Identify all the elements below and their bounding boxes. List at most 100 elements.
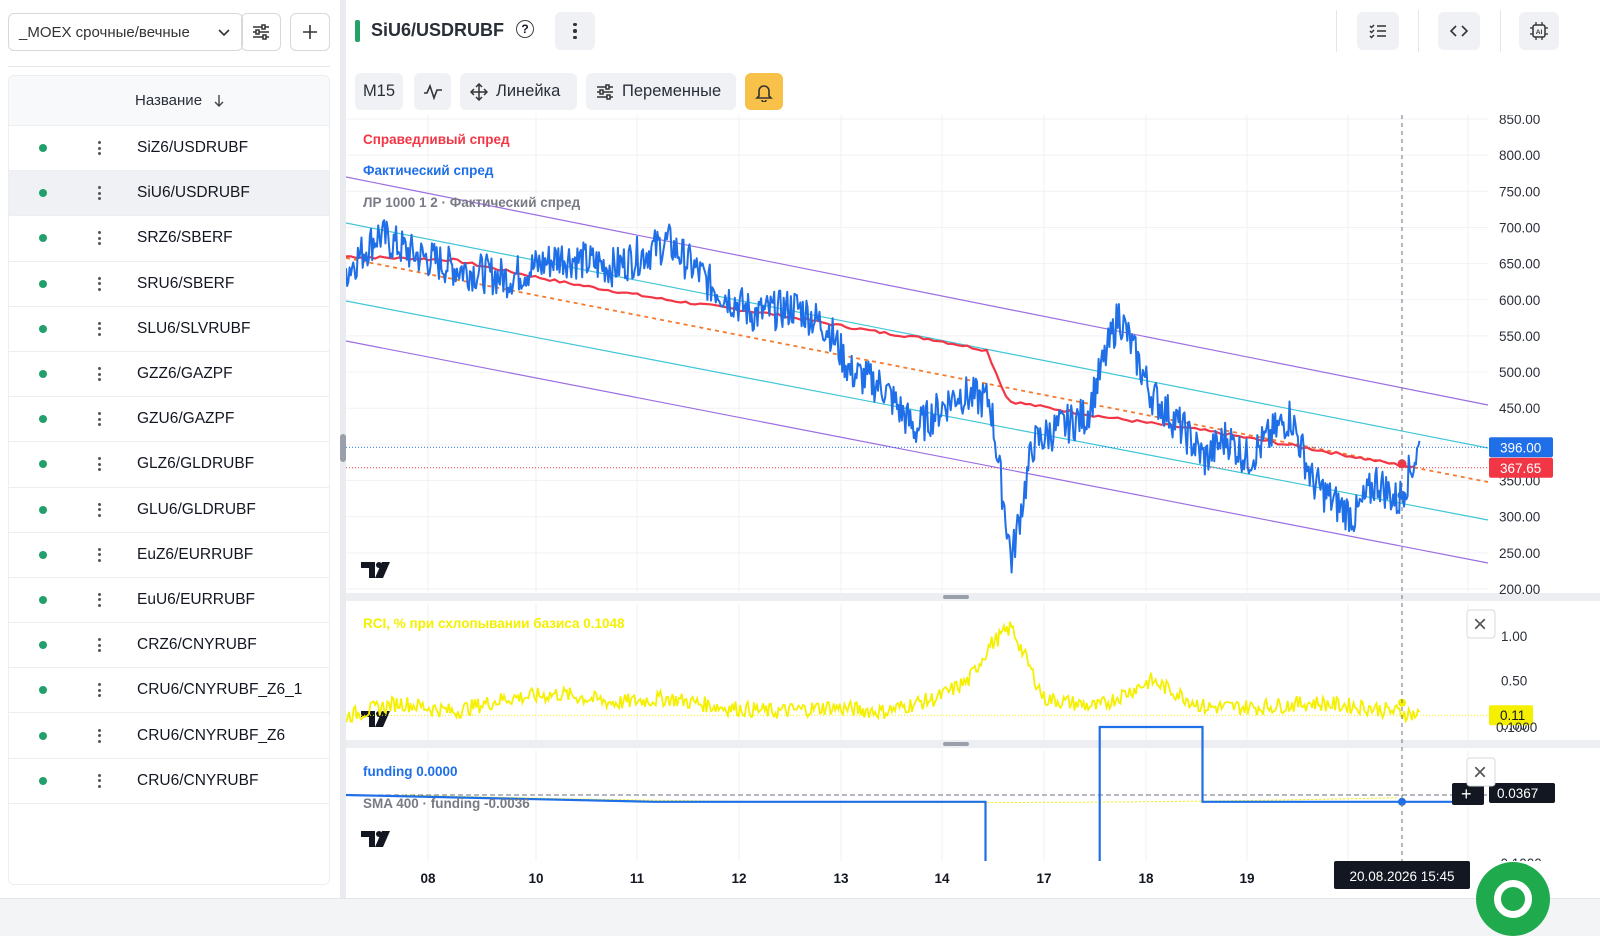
fair-price-label-bg <box>1489 457 1553 478</box>
status-dot <box>39 641 47 650</box>
symbol-name: SLU6/SLVRUBF <box>137 319 251 337</box>
row-menu-icon[interactable] <box>95 186 103 201</box>
legend-funding-sma: SMA 400 · funding -0.0036 <box>363 796 530 811</box>
watchlist-row[interactable]: SiU6/USDRUBF <box>9 171 329 217</box>
row-menu-icon[interactable] <box>95 412 103 427</box>
indicators-button[interactable] <box>414 73 451 110</box>
tradingview-logo[interactable] <box>361 562 390 578</box>
divider <box>8 66 330 67</box>
sliders-icon <box>597 83 613 100</box>
price-axis[interactable]: 850.00 800.00 750.00 700.00 650.00 600.00 550.… <box>1499 115 1540 597</box>
watchlist-row[interactable]: CRU6/CNYRUBF_Z6 <box>9 713 329 759</box>
interval-button[interactable]: M15 <box>355 73 403 110</box>
row-menu-icon[interactable] <box>95 683 103 698</box>
pane-separator[interactable] <box>346 593 1600 601</box>
row-menu-icon[interactable] <box>95 367 103 382</box>
symbol-name: EuZ6/EURRUBF <box>137 545 254 563</box>
pane-resize-handle[interactable] <box>943 595 969 599</box>
watchlist-selector[interactable]: _MOEX срочные/вечные <box>8 13 243 51</box>
symbol-name: CRU6/CNYRUBF <box>137 771 259 789</box>
watchlist-row[interactable]: EuU6/EURRUBF <box>9 578 329 624</box>
crosshair-plus-button[interactable] <box>1452 783 1484 805</box>
pane-separator[interactable] <box>346 740 1600 748</box>
watchlist-row[interactable]: GLU6/GLDRUBF <box>9 488 329 533</box>
watchlist-row[interactable]: SiZ6/USDRUBF <box>9 126 329 172</box>
rci-value-label: 0.11 <box>1500 708 1525 723</box>
actual-spread-marker <box>1397 490 1407 500</box>
row-menu-icon[interactable] <box>95 773 103 788</box>
fair-spread-marker <box>1397 459 1407 469</box>
time-axis-label: 13 <box>833 871 849 886</box>
symbol-title[interactable]: SiU6/USDRUBF <box>371 20 505 40</box>
status-dot <box>39 234 47 243</box>
add-symbol-button[interactable] <box>290 13 330 51</box>
price-axis-label: 200.00 <box>1499 582 1540 597</box>
tradingview-logo[interactable] <box>361 831 390 847</box>
sort-arrow-down-icon[interactable] <box>212 94 226 108</box>
price-axis-label: 800.00 <box>1499 148 1540 163</box>
funding-marker <box>1398 797 1406 806</box>
pane-resize-handle[interactable] <box>943 742 969 746</box>
price-axis-label: 500.00 <box>1499 365 1540 380</box>
status-dot <box>39 505 47 514</box>
watchlist-row[interactable]: CRZ6/CNYRUBF <box>9 623 329 669</box>
ai-button[interactable]: AI <box>1519 12 1559 50</box>
row-menu-icon[interactable] <box>95 502 103 517</box>
row-menu-icon[interactable] <box>95 728 103 743</box>
watchlist-settings-button[interactable] <box>241 13 281 51</box>
time-axis-label: 18 <box>1138 871 1154 886</box>
watchlist-row[interactable]: CRU6/CNYRUBF_Z6_1 <box>9 668 329 714</box>
row-menu-icon[interactable] <box>95 457 103 472</box>
rci-close-button[interactable] <box>1466 609 1496 639</box>
price-axis-label: 600.00 <box>1499 293 1540 308</box>
chevron-down-icon <box>218 29 230 37</box>
chart-header: SiU6/USDRUBF ? AI M15 Линейка Переменные <box>346 0 1600 120</box>
watchlist-row[interactable]: SRZ6/SBERF <box>9 216 329 262</box>
watchlist-row[interactable]: CRU6/CNYRUBF <box>9 759 329 804</box>
funding-axis-label: 0.1000 <box>1496 720 1537 735</box>
row-menu-icon[interactable] <box>95 547 103 562</box>
splitter-grip[interactable] <box>340 434 346 462</box>
code-icon <box>1450 25 1468 37</box>
help-icon[interactable]: ? <box>516 20 534 38</box>
code-button[interactable] <box>1438 12 1480 50</box>
funding-close-button[interactable] <box>1466 757 1496 787</box>
legend-actual-spread: Фактический спред <box>363 163 494 178</box>
rci-value-label-bg <box>1489 705 1533 726</box>
divider <box>1500 10 1501 52</box>
symbol-name: CRU6/CNYRUBF_Z6_1 <box>137 681 303 699</box>
price-axis-label: 450.00 <box>1499 401 1540 416</box>
plus-icon: + <box>1461 784 1472 804</box>
chart-area[interactable]: Справедливый спред Фактический спред ЛР 10… <box>346 115 1600 895</box>
actual-spread-series <box>346 219 1421 574</box>
row-menu-icon[interactable] <box>95 321 103 336</box>
watchlist-row[interactable]: EuZ6/EURRUBF <box>9 533 329 578</box>
variables-button[interactable]: Переменные <box>586 73 736 110</box>
row-menu-icon[interactable] <box>95 638 103 653</box>
watchlist-row[interactable]: GZZ6/GAZPF <box>9 352 329 398</box>
panel-splitter[interactable] <box>340 0 346 936</box>
price-axis-label: 550.00 <box>1499 329 1540 344</box>
watchlist-row[interactable]: GZU6/GAZPF <box>9 397 329 443</box>
chat-support-button[interactable] <box>1476 862 1550 936</box>
row-menu-icon[interactable] <box>95 276 103 291</box>
variables-label: Переменные <box>622 82 722 100</box>
watchlist-row[interactable]: SLU6/SLVRUBF <box>9 307 329 352</box>
watchlist-header: Название <box>9 76 329 126</box>
watchlist-row[interactable]: SRU6/SBERF <box>9 262 329 307</box>
legend-fair-spread: Справедливый спред <box>363 132 510 147</box>
price-axis-label: 650.00 <box>1499 257 1540 272</box>
alert-button[interactable] <box>745 73 783 110</box>
column-header-name[interactable]: Название <box>135 92 203 109</box>
logo-part <box>375 711 390 727</box>
ruler-button[interactable]: Линейка <box>460 73 577 110</box>
row-menu-icon[interactable] <box>95 231 103 246</box>
row-menu-icon[interactable] <box>95 592 103 607</box>
checklist-button[interactable] <box>1357 12 1399 50</box>
close-icon: × <box>1473 611 1487 638</box>
symbol-menu-button[interactable] <box>555 12 595 50</box>
rci-axis-label: 0.50 <box>1501 674 1527 689</box>
fair-spread-series <box>346 255 1414 469</box>
row-menu-icon[interactable] <box>95 141 103 156</box>
watchlist-row[interactable]: GLZ6/GLDRUBF <box>9 442 329 488</box>
